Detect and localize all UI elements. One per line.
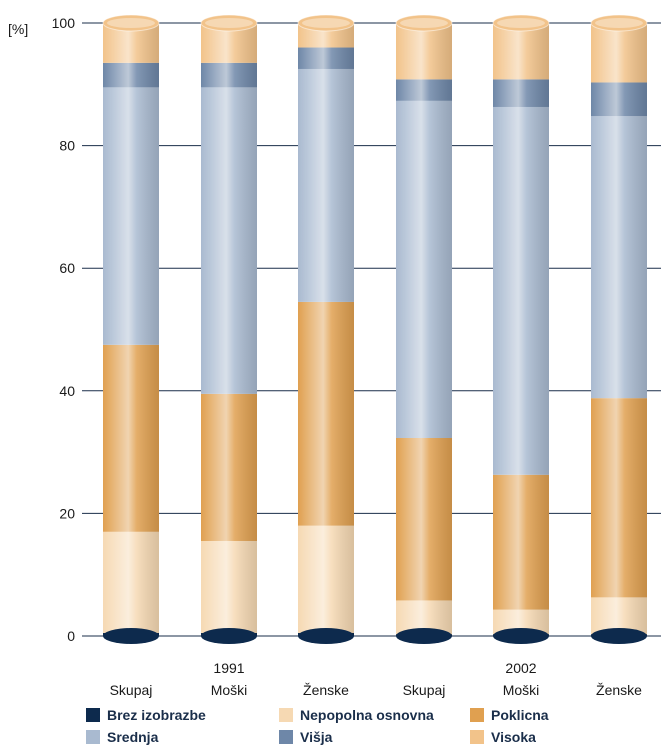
bar-shading	[103, 23, 159, 636]
bar-stack	[493, 15, 549, 644]
legend-item: Srednja	[86, 729, 159, 745]
bar-base-cap	[103, 628, 159, 644]
bar-top-highlight	[302, 18, 350, 28]
bar-shading	[396, 23, 452, 636]
x-group-label: 1991	[213, 660, 244, 676]
bar-stack	[591, 15, 647, 644]
bar-shading	[493, 23, 549, 636]
bar-stack	[298, 15, 354, 644]
bar-top-highlight	[595, 18, 643, 28]
bar-shading	[298, 23, 354, 636]
legend-swatch	[86, 730, 100, 744]
bar-base-cap	[591, 628, 647, 644]
bar-top-highlight	[400, 18, 448, 28]
bar-top-highlight	[205, 18, 253, 28]
y-tick-label: 100	[52, 15, 76, 31]
legend-label: Višja	[300, 729, 333, 745]
x-axis: Skupaj Moški Ženske Skupaj Moški Ženske 1991 20…	[110, 660, 643, 698]
y-unit-label: [%]	[8, 21, 28, 37]
bar-shading	[201, 23, 257, 636]
legend-swatch	[279, 708, 293, 722]
bar-stack	[201, 15, 257, 644]
y-tick-label: 80	[59, 138, 75, 154]
legend-item: Nepopolna osnovna	[279, 707, 434, 723]
x-tick-label: Ženske	[303, 682, 349, 698]
bars	[103, 15, 647, 644]
y-tick-label: 20	[59, 505, 75, 521]
bar-stack	[103, 15, 159, 644]
legend-item: Višja	[279, 729, 333, 745]
bar-base-cap	[201, 628, 257, 644]
legend-swatch	[470, 708, 484, 722]
bar-top-highlight	[107, 18, 155, 28]
bar-base-cap	[298, 628, 354, 644]
legend-swatch	[279, 730, 293, 744]
legend-item: Visoka	[470, 729, 536, 745]
bar-shading	[591, 23, 647, 636]
x-group-label: 2002	[505, 660, 536, 676]
y-tick-label: 40	[59, 383, 75, 399]
x-tick-label: Moški	[503, 682, 540, 698]
legend: Brez izobrazbe Nepopolna osnovna Poklicna S…	[86, 707, 549, 745]
legend-item: Poklicna	[470, 707, 549, 723]
bar-base-cap	[493, 628, 549, 644]
bar-base-cap	[396, 628, 452, 644]
legend-swatch	[470, 730, 484, 744]
legend-label: Poklicna	[491, 707, 549, 723]
legend-item: Brez izobrazbe	[86, 707, 206, 723]
legend-swatch	[86, 708, 100, 722]
bar-stack	[396, 15, 452, 644]
legend-label: Visoka	[491, 729, 536, 745]
x-tick-label: Skupaj	[403, 682, 446, 698]
y-axis: [%] 0 20 40 60 80 100	[8, 15, 75, 644]
y-tick-label: 0	[67, 628, 75, 644]
x-tick-label: Moški	[211, 682, 248, 698]
y-tick-label: 60	[59, 260, 75, 276]
legend-label: Srednja	[107, 729, 159, 745]
legend-label: Brez izobrazbe	[107, 707, 206, 723]
bar-top-highlight	[497, 18, 545, 28]
gridlines	[82, 23, 661, 636]
legend-label: Nepopolna osnovna	[300, 707, 434, 723]
x-tick-label: Ženske	[596, 682, 642, 698]
x-tick-label: Skupaj	[110, 682, 153, 698]
